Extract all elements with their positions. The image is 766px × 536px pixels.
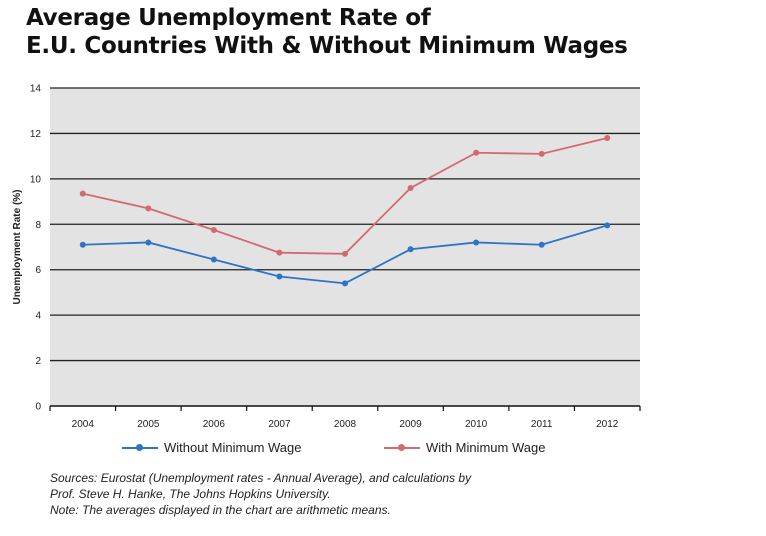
x-axis: 2004 2005 2006 2007 2008 2009 2010 2011 2012 [49,405,641,430]
y-tick-label-0: 0 [35,402,41,413]
y-axis: 0 2 4 6 8 10 12 14 [30,84,42,413]
series-1-point-2012 [604,134,611,141]
x-tick-label-2012: 2012 [596,419,619,430]
source-notes: Sources: Eurostat (Unemployment rates - … [50,470,471,518]
x-tick-label-2011: 2011 [531,419,553,430]
x-tick-label-2008: 2008 [334,419,357,430]
series-0-point-2012 [604,222,611,229]
series-1-point-2009 [407,184,414,191]
y-tick-label-8: 8 [35,220,41,231]
series-0-point-2011 [538,241,545,248]
x-tick-label-2004: 2004 [72,419,95,430]
series-0-point-2007 [276,273,283,280]
series-1-point-2010 [473,149,480,156]
legend-item-without-minimum-wage: Without Minimum Wage [122,440,302,455]
x-tick-label-2009: 2009 [399,419,422,430]
x-tick-label-2010: 2010 [465,419,488,430]
series-1-point-2007 [276,249,283,256]
chart-title: Average Unemployment Rate of E.U. Countr… [26,4,628,60]
averages-note: Note: The averages displayed in the char… [50,503,391,517]
series-1-point-2008 [342,250,348,257]
series-1-point-2006 [210,226,217,233]
series-0-point-2004 [79,241,86,248]
series-group [79,134,611,287]
y-tick-label-2: 2 [35,356,41,367]
legend-label-without: Without Minimum Wage [164,440,302,455]
legend-swatch-without [122,442,158,454]
y-tick-label-10: 10 [30,174,42,185]
series-1-point-2005 [145,205,152,212]
series-0-point-2010 [473,239,480,246]
legend-marker-without [136,443,143,451]
sources-line-1: Sources: Eurostat (Unemployment rates - … [50,471,472,485]
y-tick-label-4: 4 [35,311,41,322]
x-tick-label-2007: 2007 [268,419,291,430]
y-tick-label-14: 14 [30,84,42,95]
x-tick-label-2006: 2006 [203,419,226,430]
gridlines [50,87,640,362]
series-0-point-2009 [407,246,414,253]
x-tick-label-2005: 2005 [137,419,160,430]
plot-area [50,88,640,406]
legend-label-with: With Minimum Wage [426,440,546,455]
series-0-point-2006 [210,256,217,263]
series-0-point-2008 [342,280,348,287]
legend-marker-with [398,443,405,451]
y-tick-label-12: 12 [30,129,42,140]
legend-swatch-with [384,442,420,454]
series-0-point-2005 [145,239,152,246]
chart-title-line-1: Average Unemployment Rate of [26,5,431,31]
y-tick-label-6: 6 [35,265,41,276]
sources-line-2: Prof. Steve H. Hanke, The Johns Hopkins … [50,487,331,501]
series-1-point-2004 [79,190,86,197]
legend-item-with-minimum-wage: With Minimum Wage [384,440,545,455]
series-1-point-2011 [538,150,545,157]
y-axis-label: Unemployment Rate (%) [12,189,23,304]
chart-title-line-2: E.U. Countries With & Without Minimum Wa… [26,33,628,59]
